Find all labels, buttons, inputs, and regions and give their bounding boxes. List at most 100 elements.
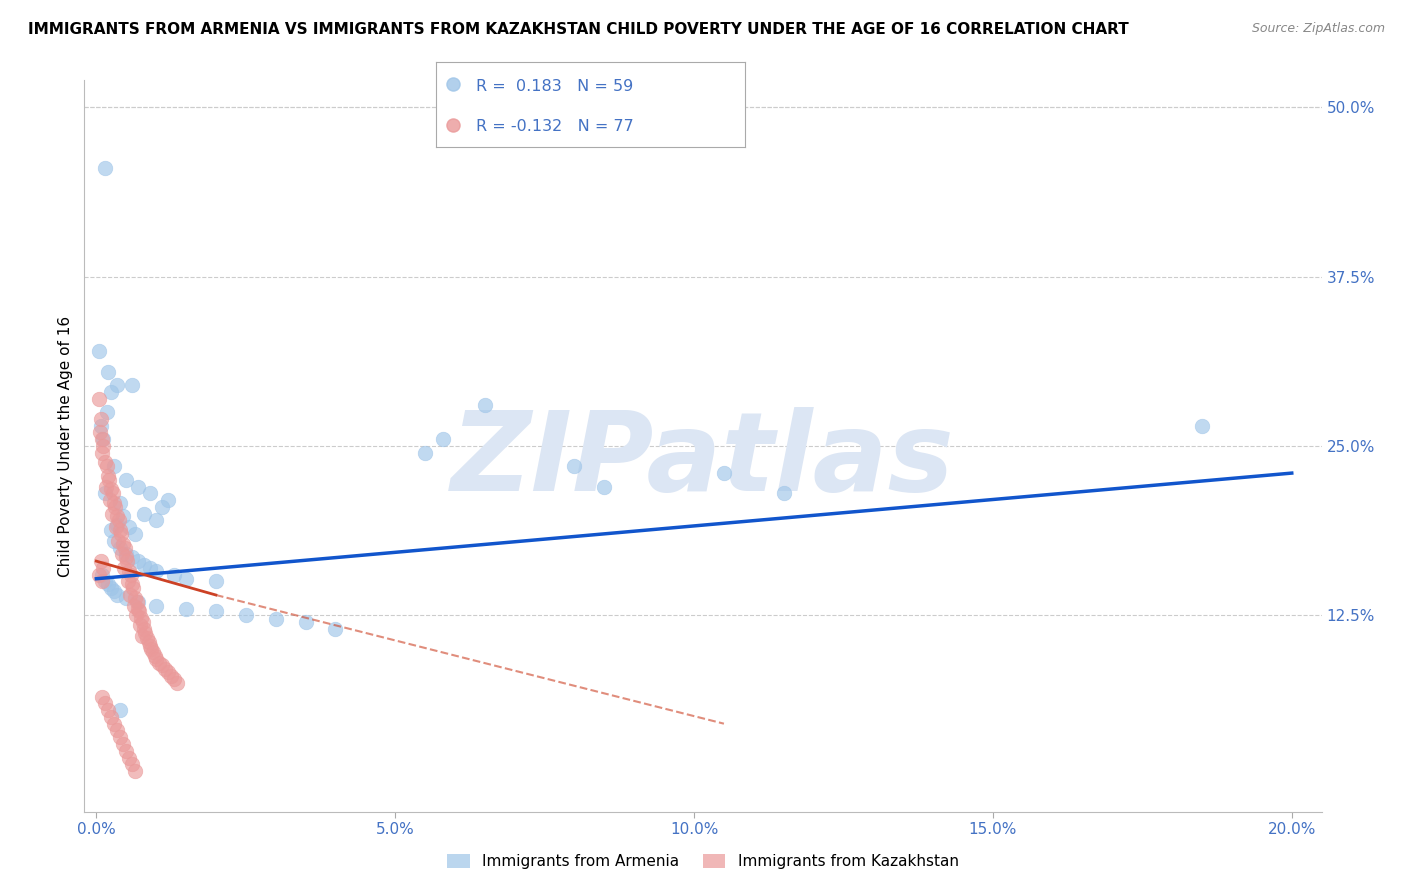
Point <box>122 599 145 613</box>
Point <box>112 509 135 524</box>
Point <box>93 561 115 575</box>
Point <box>100 710 122 724</box>
Point <box>139 486 162 500</box>
Point <box>117 574 139 589</box>
Point <box>103 583 125 598</box>
Point <box>127 480 149 494</box>
Point <box>91 432 114 446</box>
Point <box>115 591 138 605</box>
Point <box>90 412 112 426</box>
Point <box>93 432 115 446</box>
Point <box>124 764 146 778</box>
Point <box>110 523 132 537</box>
Point <box>174 601 197 615</box>
Point <box>100 384 122 399</box>
Point <box>91 574 114 589</box>
Point <box>94 697 117 711</box>
Point <box>141 642 163 657</box>
Point <box>89 425 111 440</box>
Point <box>153 663 176 677</box>
Point <box>138 635 160 649</box>
Point <box>96 405 118 419</box>
Point <box>96 459 118 474</box>
Point <box>93 439 115 453</box>
Point <box>103 716 125 731</box>
Point <box>90 418 112 433</box>
Point <box>441 78 464 92</box>
Point <box>145 599 167 613</box>
Point <box>150 500 173 514</box>
Text: R =  0.183   N = 59: R = 0.183 N = 59 <box>477 78 633 94</box>
Point <box>90 446 112 460</box>
Point <box>115 473 138 487</box>
Point <box>125 595 148 609</box>
Point <box>134 507 156 521</box>
Point <box>94 486 117 500</box>
Point <box>174 572 197 586</box>
Point <box>115 550 138 565</box>
Point <box>150 658 173 673</box>
Point <box>108 514 131 528</box>
Point <box>94 455 117 469</box>
Point <box>413 446 436 460</box>
Legend: Immigrants from Armenia, Immigrants from Kazakhstan: Immigrants from Armenia, Immigrants from… <box>441 848 965 875</box>
Point <box>120 588 142 602</box>
Point <box>100 581 122 595</box>
Point <box>325 622 347 636</box>
Point <box>772 486 794 500</box>
Point <box>157 665 180 680</box>
Point <box>134 558 156 573</box>
Point <box>105 520 128 534</box>
Point <box>134 626 156 640</box>
Point <box>94 161 117 176</box>
Point <box>132 615 155 629</box>
Point <box>122 581 145 595</box>
Point <box>145 651 167 665</box>
Point <box>110 541 132 555</box>
Point <box>90 554 112 568</box>
Point <box>89 392 111 406</box>
Point <box>593 480 616 494</box>
Point <box>136 632 159 646</box>
Point <box>127 595 149 609</box>
Point <box>294 615 316 629</box>
Point <box>441 118 464 132</box>
Point <box>103 459 125 474</box>
Point <box>105 517 128 532</box>
Point <box>98 473 121 487</box>
Point <box>121 577 143 591</box>
Point <box>143 648 166 663</box>
Point <box>105 588 128 602</box>
Point <box>115 547 138 561</box>
Point <box>111 547 134 561</box>
Y-axis label: Child Poverty Under the Age of 16: Child Poverty Under the Age of 16 <box>58 316 73 576</box>
Point <box>713 466 735 480</box>
Point <box>166 676 188 690</box>
Point <box>110 527 132 541</box>
Point <box>564 459 586 474</box>
Point <box>205 574 228 589</box>
Point <box>145 514 167 528</box>
Point <box>103 533 125 548</box>
Point <box>97 364 120 378</box>
Point <box>112 561 135 575</box>
Point <box>125 608 148 623</box>
Point <box>139 640 162 654</box>
Point <box>118 750 141 764</box>
Point <box>97 468 120 483</box>
Point <box>474 398 496 412</box>
Point <box>134 622 156 636</box>
Point <box>124 591 146 605</box>
Point <box>235 608 257 623</box>
Point <box>129 617 152 632</box>
Point <box>148 656 170 670</box>
Point <box>145 564 167 578</box>
Point <box>124 527 146 541</box>
Point <box>98 493 121 508</box>
Point <box>139 561 162 575</box>
Point <box>101 507 124 521</box>
Point <box>105 723 128 738</box>
Point <box>1191 418 1213 433</box>
Point <box>94 574 117 589</box>
Text: ZIPatlas: ZIPatlas <box>451 407 955 514</box>
